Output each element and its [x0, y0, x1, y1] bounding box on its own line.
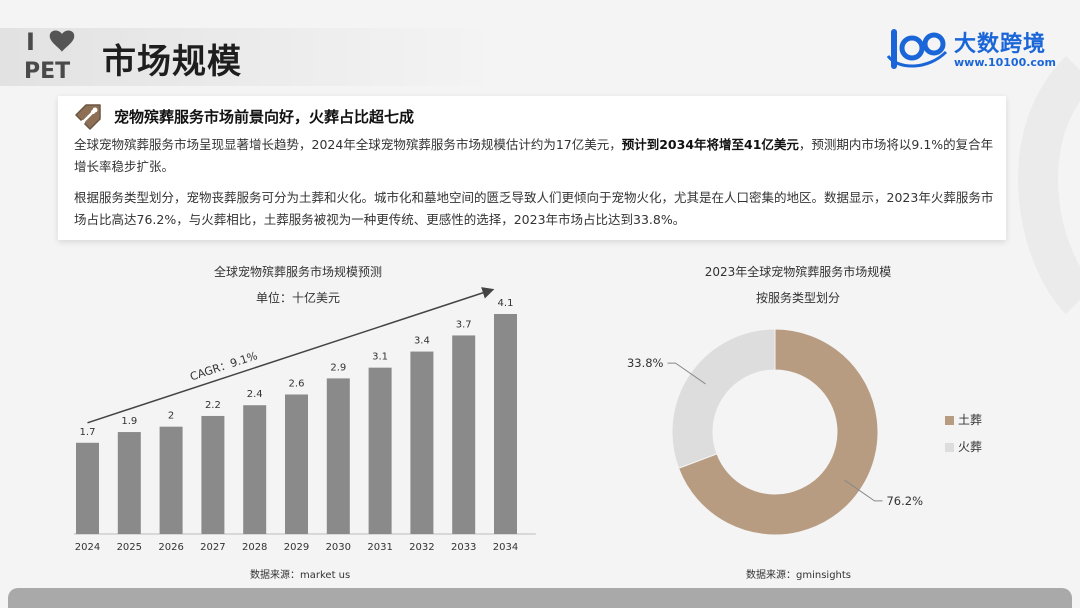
summary-paragraph-1: 全球宠物殡葬服务市场呈现显著增长趋势，2024年全球宠物殡葬服务市场规模估计约为… [74, 134, 994, 178]
summary-card [58, 96, 1006, 240]
bar-value-label-2030: 2.9 [330, 362, 346, 373]
brand-name: 大数跨境 [954, 32, 1047, 57]
bar-2025 [117, 432, 141, 534]
bar-value-label-2028: 2.4 [247, 389, 263, 400]
para1-text: 全球宠物殡葬服务市场呈现显著增长趋势，2024年全球宠物殡葬服务市场规模估计约为… [74, 137, 622, 152]
bar-chart-subtitle: 单位：十亿美元 [255, 291, 340, 305]
x-tick-label-2028: 2028 [242, 542, 267, 553]
bar-2034 [494, 314, 517, 534]
bar-value-label-2024: 1.7 [80, 427, 96, 438]
x-tick-label-2029: 2029 [284, 542, 309, 553]
heart-icon [49, 30, 75, 52]
bar-value-label-2032: 3.4 [414, 336, 430, 347]
bar-2024 [76, 442, 99, 534]
cagr-trend-arrow [87, 287, 495, 424]
brand-url: www.10100.com [954, 56, 1056, 69]
bar-value-label-2034: 4.1 [498, 298, 514, 309]
donut-chart-subtitle: 按服务类型划分 [755, 291, 840, 305]
bar-2033 [452, 335, 476, 534]
donut-slice-burial [677, 328, 879, 536]
x-tick-label-2034: 2034 [493, 542, 518, 553]
bar-value-label-2033: 3.7 [456, 319, 472, 330]
legend-swatch-1 [945, 443, 954, 452]
bar-value-label-2029: 2.6 [289, 378, 305, 389]
bar-2030 [326, 378, 350, 534]
x-tick-label-2033: 2033 [451, 542, 476, 553]
x-tick-label-2024: 2024 [75, 542, 100, 553]
x-tick-label-2027: 2027 [200, 542, 225, 553]
x-tick-label-2031: 2031 [367, 542, 392, 553]
donut-chart-title: 2023年全球宠物殡葬服务市场规模 [704, 265, 892, 279]
bar-2031 [368, 367, 392, 534]
price-tag-icon [75, 104, 101, 130]
summary-paragraph-2: 根据服务类型划分，宠物丧葬服务可分为土葬和火化。城市化和墓地空间的匮乏导致人们更… [74, 190, 994, 227]
donut-slice-cremation [671, 328, 776, 469]
donut-percent-label-1: 33.8% [627, 356, 664, 370]
legend-label-1: 火葬 [958, 440, 982, 454]
header-band [0, 28, 500, 86]
brand-mark-icon [886, 29, 948, 69]
donut-leader-line-0 [844, 479, 883, 502]
pet-logo: I PET [24, 28, 75, 84]
bar-chart-title: 全球宠物殡葬服务市场规模预测 [213, 265, 382, 279]
legend-swatch-0 [945, 416, 954, 425]
donut-chart-source: 数据来源：gminsights [746, 570, 852, 581]
x-tick-label-2025: 2025 [117, 542, 142, 553]
logo-letter-i: I [26, 28, 35, 56]
donut-percent-label-0: 76.2% [886, 494, 923, 508]
para1-highlight: 预计到2034年将增至41亿美元 [621, 137, 799, 152]
bar-chart-source: 数据来源：market us [250, 570, 351, 581]
bar-2028 [243, 405, 267, 534]
bar-2027 [201, 415, 225, 534]
bar-chart: 1.7 2024 1.9 2025 2 2026 2.2 2027 2.4 2028 2.6 2029… [74, 287, 536, 553]
page-title: 市场规模 [102, 42, 242, 82]
x-tick-label-2030: 2030 [326, 542, 351, 553]
bar-2029 [285, 394, 308, 534]
bar-value-label-2026: 2 [168, 411, 174, 422]
bar-2026 [159, 426, 183, 534]
legend-label-0: 土葬 [958, 413, 982, 427]
x-tick-label-2026: 2026 [158, 542, 183, 553]
footer-bar [8, 588, 1072, 608]
bar-value-label-2027: 2.2 [205, 400, 221, 411]
para1-text-end: ，预测期内市场将以9.1%的复合年增长率稳步扩张。 [74, 137, 994, 174]
logo-word-pet: PET [24, 59, 70, 84]
bar-value-label-2031: 3.1 [372, 352, 388, 363]
x-tick-label-2032: 2032 [409, 542, 434, 553]
summary-heading: 宠物殡葬服务市场前景向好，火葬占比超七成 [114, 108, 415, 126]
bar-value-label-2025: 1.9 [121, 416, 137, 427]
donut-leader-line-1 [667, 362, 706, 385]
bar-2032 [410, 351, 434, 534]
